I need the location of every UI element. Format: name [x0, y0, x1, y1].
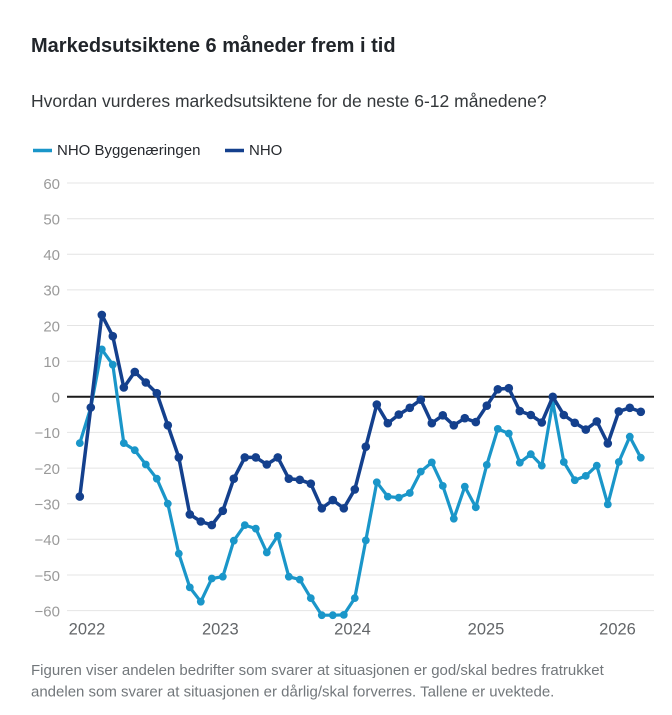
svg-text:Hvordan vurderes markedsutsikt: Hvordan vurderes markedsutsiktene for de…	[31, 91, 547, 111]
svg-text:−50: −50	[35, 568, 60, 585]
svg-text:NHO Byggenæringen: NHO Byggenæringen	[57, 142, 200, 159]
svg-text:40: 40	[43, 247, 60, 264]
svg-text:NHO: NHO	[249, 142, 282, 159]
svg-text:0: 0	[52, 390, 60, 407]
svg-text:−30: −30	[35, 497, 60, 514]
svg-text:2026: 2026	[599, 621, 636, 639]
svg-text:−40: −40	[35, 532, 60, 549]
svg-text:10: 10	[43, 354, 60, 371]
svg-text:andelen som svarer at situasjo: andelen som svarer at situasjonen er dår…	[31, 684, 554, 701]
svg-text:2022: 2022	[69, 621, 106, 639]
svg-text:20: 20	[43, 318, 60, 335]
svg-text:50: 50	[43, 212, 60, 229]
svg-text:Markedsutsiktene 6 måneder fre: Markedsutsiktene 6 måneder frem i tid	[31, 34, 396, 57]
svg-text:2023: 2023	[202, 621, 239, 639]
svg-text:30: 30	[43, 283, 60, 300]
svg-text:−20: −20	[35, 461, 60, 478]
svg-text:60: 60	[43, 176, 60, 193]
svg-text:−10: −10	[35, 425, 60, 442]
svg-text:−60: −60	[35, 603, 60, 620]
svg-text:2024: 2024	[334, 621, 371, 639]
svg-text:Figuren viser andelen bedrifte: Figuren viser andelen bedrifter som svar…	[31, 662, 605, 679]
svg-text:2025: 2025	[468, 621, 505, 639]
